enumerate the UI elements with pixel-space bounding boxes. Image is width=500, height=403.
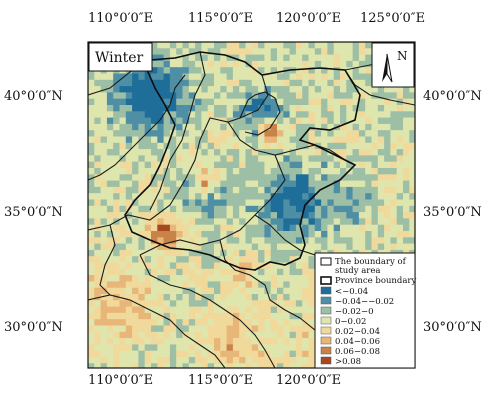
legend-class-label: <−0.04	[335, 287, 368, 297]
map-frame	[87, 41, 416, 369]
legend-class-label: 0.02−0.04	[335, 327, 380, 337]
lon-label-top-120: 120°0′0″E	[276, 11, 342, 26]
legend-class-label: 0−0.02	[335, 317, 366, 327]
lon-label-bottom-115: 115°0′0″E	[188, 373, 254, 388]
legend-class-swatch	[320, 316, 332, 325]
legend-class-label: −0.04−−0.02	[335, 297, 394, 307]
legend-class-swatch	[320, 306, 332, 315]
lat-label-left-30: 30°0′0″N	[4, 320, 63, 335]
lon-label-bottom-120: 120°0′0″E	[276, 373, 342, 388]
legend-class-swatch	[320, 286, 332, 295]
legend-province-swatch	[320, 276, 332, 285]
legend-class-swatch	[320, 336, 332, 345]
north-label: N	[397, 49, 408, 63]
lon-label-top-125: 125°0′0″E	[360, 11, 426, 26]
north-arrow-icon	[382, 54, 387, 82]
lat-label-right-40: 40°0′0″N	[423, 89, 482, 104]
lat-label-right-30: 30°0′0″N	[423, 320, 482, 335]
north-arrow: N	[371, 42, 415, 88]
legend-class-swatch	[320, 296, 332, 305]
lat-label-left-35: 35°0′0″N	[4, 205, 63, 220]
legend-study-area-label-1: The boundary of	[335, 257, 407, 267]
lat-label-right-35: 35°0′0″N	[423, 205, 482, 220]
lon-label-top-110: 110°0′0″E	[88, 11, 154, 26]
legend-class-swatch	[320, 326, 332, 335]
lat-label-left-40: 40°0′0″N	[4, 89, 63, 104]
legend-class-label: >0.08	[335, 357, 361, 367]
legend-class-swatch	[320, 356, 332, 365]
legend-class-label: −0.02−0	[335, 307, 374, 317]
legend-province-label: Province boundary	[335, 276, 416, 286]
legend-class-label: 0.06−0.08	[335, 347, 380, 357]
lon-label-top-115: 115°0′0″E	[188, 11, 254, 26]
legend-study-area-label-2: study area	[335, 266, 380, 276]
value-grid	[88, 42, 415, 368]
study-area-boundary	[124, 51, 361, 271]
season-label-box: Winter	[88, 42, 153, 72]
season-label: Winter	[95, 50, 144, 66]
legend-study-area-swatch	[320, 257, 332, 266]
legend-class-swatch	[320, 346, 332, 355]
legend-class-label: 0.04−0.06	[335, 337, 380, 347]
lon-label-bottom-110: 110°0′0″E	[88, 373, 154, 388]
legend: The boundary of study area Province boun…	[314, 252, 416, 369]
